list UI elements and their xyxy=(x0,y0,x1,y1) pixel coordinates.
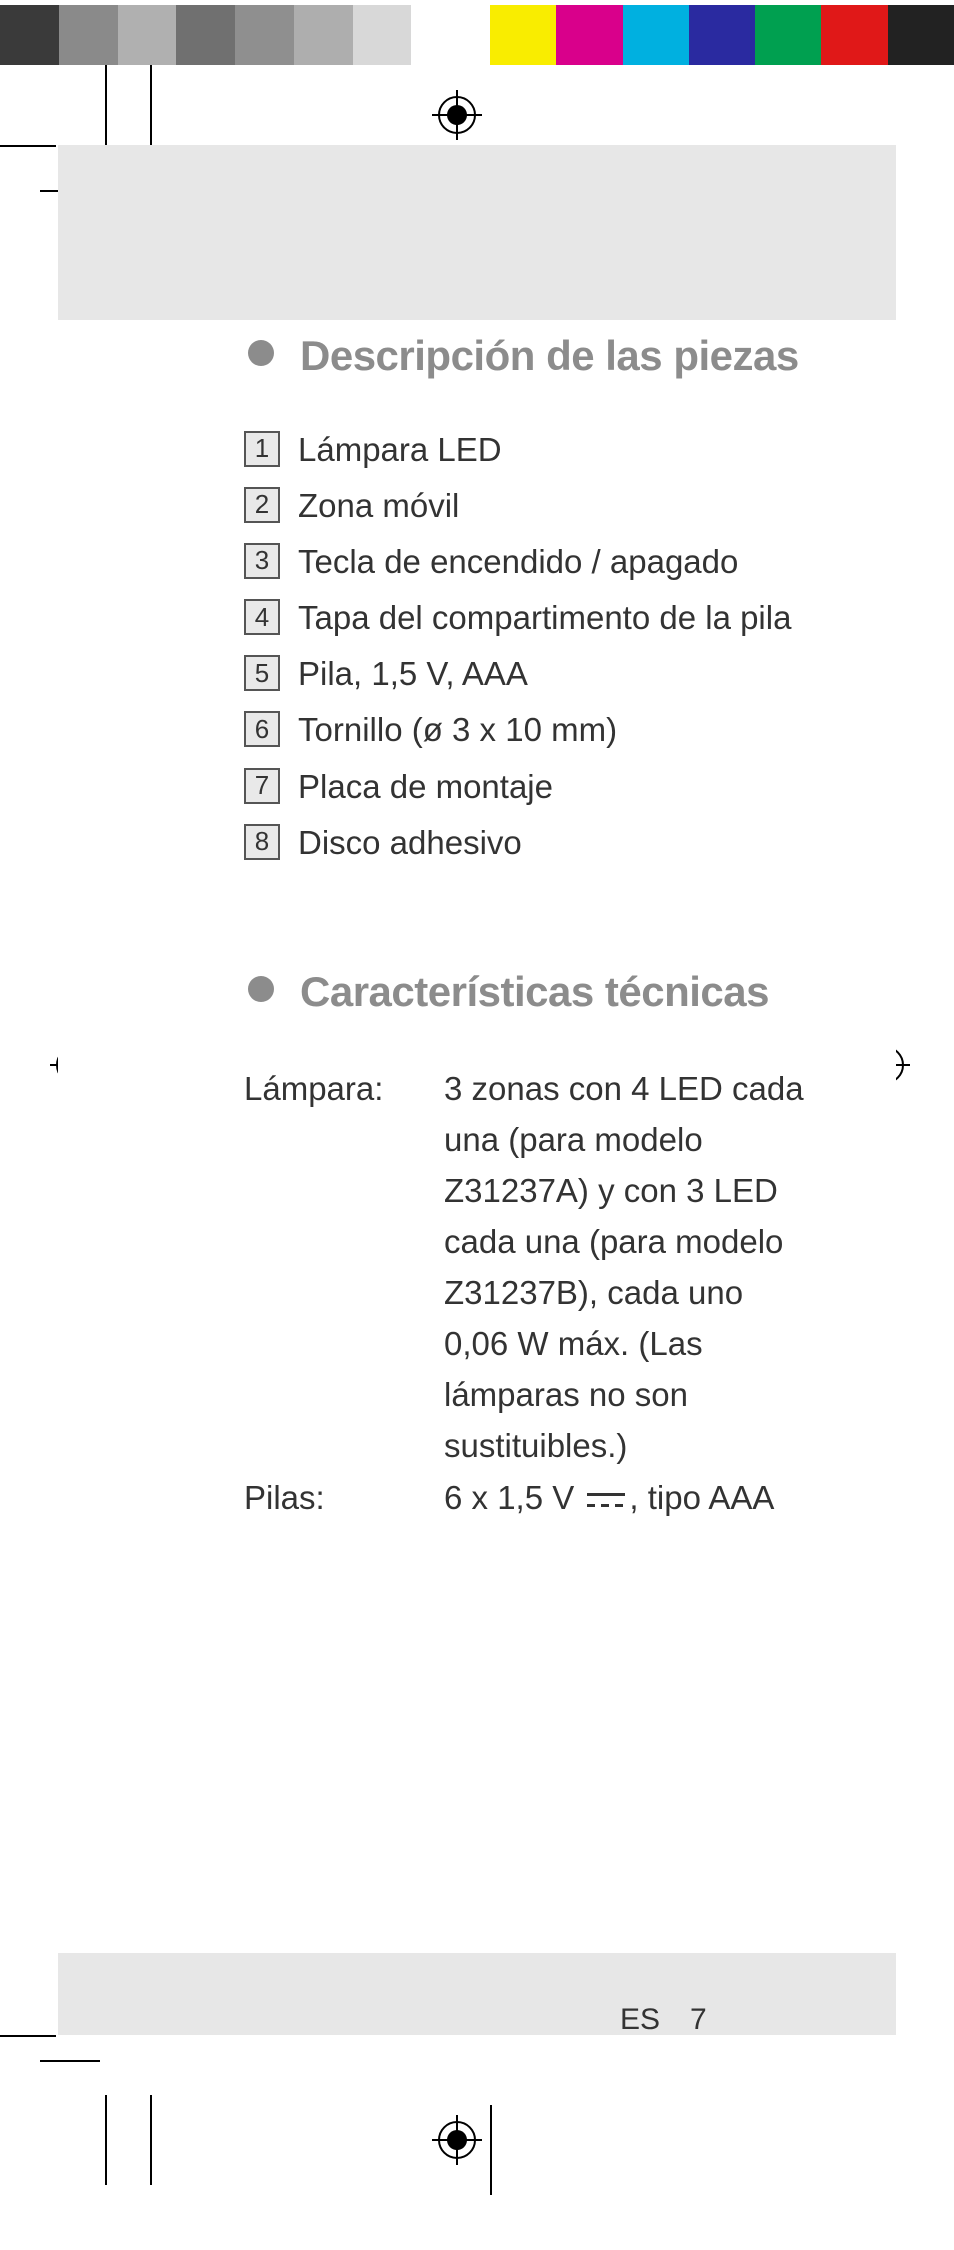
bullet-icon xyxy=(248,340,274,366)
color-swatch xyxy=(623,5,689,65)
page-content: Descripción de las piezas 1Lámpara LED2Z… xyxy=(248,330,808,1523)
footer-page: 7 xyxy=(690,2003,707,2037)
part-number: 6 xyxy=(244,711,280,747)
part-label: Placa de montaje xyxy=(298,764,553,810)
part-row: 1 Lámpara LED xyxy=(244,427,808,473)
heading-text: Características técnicas xyxy=(300,966,769,1019)
part-number: 5 xyxy=(244,655,280,691)
parts-list: 1 Lámpara LED 2 Zona móvil 3 Tecla de encendi… xyxy=(244,427,808,867)
color-swatch xyxy=(755,5,821,65)
grayscale-bars xyxy=(0,5,470,65)
footer-band xyxy=(58,1953,896,2035)
footer-lang: ES xyxy=(620,2003,660,2037)
crop-mark xyxy=(0,145,56,147)
crop-mark xyxy=(0,2035,56,2037)
spec-value: 3 zonas con 4 LED cada una (para modelo … xyxy=(444,1063,808,1472)
color-swatch xyxy=(59,5,118,65)
part-number: 3 xyxy=(244,543,280,579)
specs-list: Lámpara:3 zonas con 4 LED cada una (para… xyxy=(244,1063,808,1523)
part-number: 8 xyxy=(244,824,280,860)
registration-mark-icon xyxy=(432,2115,482,2165)
part-row: 3 Tecla de encendido / apagado xyxy=(244,539,808,585)
color-swatch xyxy=(821,5,887,65)
crop-mark xyxy=(150,2095,152,2185)
part-label: Tapa del compartimento de la pila xyxy=(298,595,791,641)
part-number: 1 xyxy=(244,431,280,467)
part-row: 7 Placa de montaje xyxy=(244,764,808,810)
part-number: 2 xyxy=(244,487,280,523)
part-label: Disco adhesivo xyxy=(298,820,522,866)
part-label: Tecla de encendido / apagado xyxy=(298,539,738,585)
heading-text: Descripción de las piezas xyxy=(300,330,799,383)
page-footer: ES 7 xyxy=(620,2003,707,2037)
spec-value: 6 x 1,5 V , tipo AAA xyxy=(444,1472,774,1523)
spec-row: Lámpara:3 zonas con 4 LED cada una (para… xyxy=(244,1063,808,1472)
part-label: Lámpara LED xyxy=(298,427,502,473)
color-swatch xyxy=(235,5,294,65)
color-calibration-bars xyxy=(0,5,954,65)
crop-mark xyxy=(40,2060,100,2062)
part-label: Pila, 1,5 V, AAA xyxy=(298,651,528,697)
color-swatch xyxy=(411,5,470,65)
spec-key: Pilas: xyxy=(244,1472,444,1523)
part-row: 4 Tapa del compartimento de la pila xyxy=(244,595,808,641)
crop-mark xyxy=(105,2095,107,2185)
part-number: 4 xyxy=(244,599,280,635)
color-swatch xyxy=(294,5,353,65)
bullet-icon xyxy=(248,976,274,1002)
color-swatch xyxy=(118,5,177,65)
part-row: 6 Tornillo (ø 3 x 10 mm) xyxy=(244,707,808,753)
color-swatch xyxy=(888,5,954,65)
part-number: 7 xyxy=(244,768,280,804)
registration-mark-icon xyxy=(432,90,482,140)
color-bars-right xyxy=(490,5,954,65)
section-heading-specs: Características técnicas xyxy=(248,966,808,1019)
part-row: 8 Disco adhesivo xyxy=(244,820,808,866)
color-swatch xyxy=(556,5,622,65)
color-swatch xyxy=(353,5,412,65)
part-row: 2 Zona móvil xyxy=(244,483,808,529)
spec-row: Pilas:6 x 1,5 V , tipo AAA xyxy=(244,1472,808,1523)
crop-mark xyxy=(105,65,107,155)
part-row: 5 Pila, 1,5 V, AAA xyxy=(244,651,808,697)
dc-symbol-icon xyxy=(587,1490,625,1510)
color-swatch xyxy=(0,5,59,65)
spec-key: Lámpara: xyxy=(244,1063,444,1114)
color-swatch xyxy=(689,5,755,65)
color-swatch xyxy=(176,5,235,65)
part-label: Zona móvil xyxy=(298,483,459,529)
part-label: Tornillo (ø 3 x 10 mm) xyxy=(298,707,617,753)
crop-mark xyxy=(150,65,152,155)
section-heading-parts: Descripción de las piezas xyxy=(248,330,808,383)
color-swatch xyxy=(490,5,556,65)
crop-mark xyxy=(490,2105,492,2195)
header-band xyxy=(58,145,896,320)
